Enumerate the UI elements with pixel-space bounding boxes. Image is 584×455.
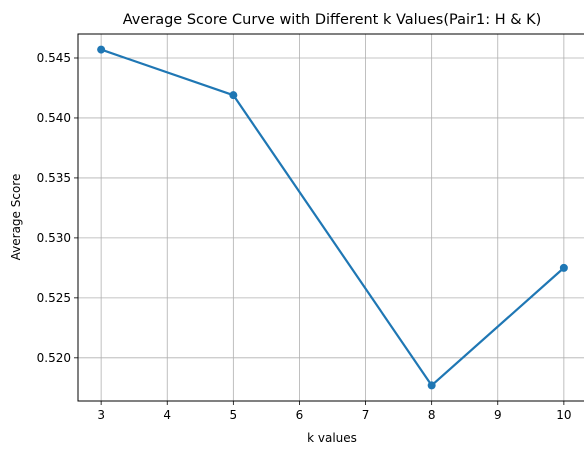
x-axis-label: k values [307,431,357,445]
x-tick-label: 7 [362,408,370,422]
x-tick-label: 3 [97,408,105,422]
y-tick-label: 0.545 [37,51,71,65]
grid [78,34,584,401]
data-point [97,45,106,54]
x-tick-label: 4 [163,408,171,422]
y-axis-ticks: 0.520 0.525 0.530 0.535 0.540 0.545 [37,51,78,365]
data-point [427,381,436,390]
y-tick-label: 0.535 [37,171,71,185]
y-tick-label: 0.525 [37,291,71,305]
y-tick-label: 0.520 [37,351,71,365]
y-tick-label: 0.540 [37,111,71,125]
series-group [97,45,568,390]
data-point [229,91,238,100]
x-axis-ticks: 3 4 5 6 7 8 9 10 [97,401,572,422]
x-tick-label: 5 [230,408,238,422]
plot-frame [77,33,584,402]
x-tick-label: 9 [494,408,502,422]
y-axis-label: Average Score [9,174,23,261]
chart-title: Average Score Curve with Different k Val… [123,12,542,28]
y-tick-label: 0.530 [37,231,71,245]
series-line [100,48,565,387]
x-tick-label: 8 [428,408,436,422]
data-point [559,263,568,272]
x-tick-label: 6 [296,408,304,422]
x-tick-label: 10 [556,408,571,422]
